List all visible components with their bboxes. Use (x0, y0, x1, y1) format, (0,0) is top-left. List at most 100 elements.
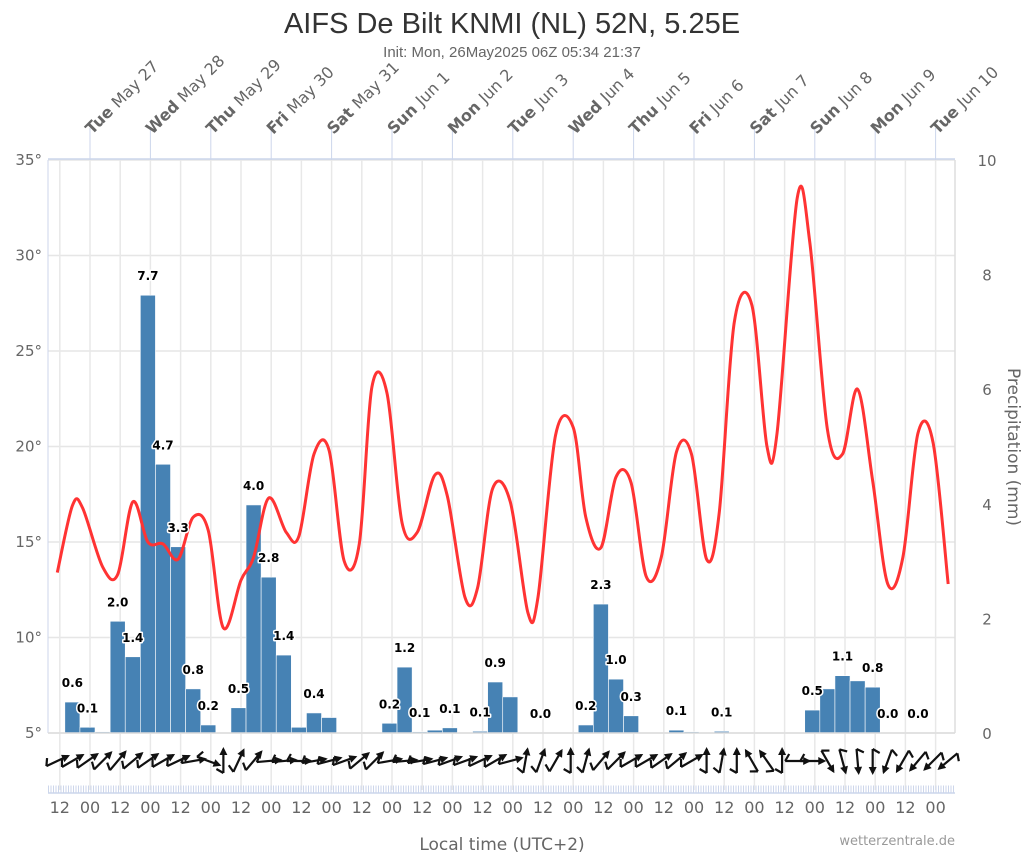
precipitation-value-label: 0.2 (198, 699, 219, 713)
x-tick-label: 00 (865, 798, 885, 817)
day-label: Fri Jun 6 (685, 76, 747, 138)
wind-barb (774, 768, 783, 774)
wind-barb (634, 758, 637, 768)
precipitation-bar (230, 707, 247, 734)
precipitation-value-label: 0.1 (439, 702, 460, 716)
day-label: Sat Jun 7 (746, 71, 813, 138)
x-tick-label: 12 (231, 798, 251, 817)
wind-arrow-head (134, 752, 144, 761)
x-tick-label: 12 (714, 798, 734, 817)
wind-arrow (589, 750, 610, 771)
wind-arrow (331, 755, 358, 767)
wind-arrow-head (678, 752, 688, 761)
precipitation-bar (200, 724, 217, 734)
wind-arrow-head (454, 755, 464, 763)
wind-barb (331, 756, 336, 766)
x-tick-label: 12 (654, 798, 674, 817)
wind-arrow-head (361, 752, 371, 761)
wind-arrow (799, 753, 827, 765)
wind-barb (497, 756, 502, 765)
wind-arrow-head (634, 754, 644, 762)
wind-barb (563, 768, 572, 774)
wind-arrow-head (908, 763, 918, 772)
precipitation-labels: 0.6 0.1 2.0 1.4 7.7 4.7 3.3 0.8 0.2 0.5 4.0 2.8 1.4 0… (60, 268, 930, 723)
wind-barb (270, 754, 277, 763)
wind-barb (60, 758, 64, 768)
wind-arrow-head (854, 766, 863, 775)
y-left-tick-label: 15° (15, 533, 42, 551)
x-tick-label: 12 (352, 798, 372, 817)
wind-barb (604, 761, 609, 770)
wind-arrow (774, 747, 787, 774)
wind-arrow (563, 747, 575, 774)
precipitation-bar (321, 717, 337, 734)
wind-barb (589, 762, 595, 771)
wind-arrow (45, 754, 70, 768)
wind-arrow-head (778, 747, 787, 755)
wind-arrow-head (881, 765, 890, 775)
wind-arrow-head (515, 755, 524, 764)
wind-arrow-head (61, 754, 70, 763)
y-right-tick-label: 6 (982, 381, 992, 399)
precipitation-bar (306, 712, 322, 734)
wind-arrows (45, 747, 960, 775)
wind-barb (856, 748, 865, 754)
wind-arrow-head (439, 755, 449, 764)
y-left-tick-label: 20° (15, 438, 42, 456)
wind-arrow (881, 749, 898, 775)
y-left-tick-label: 10° (15, 629, 42, 647)
x-tick-label: 12 (593, 798, 613, 817)
wind-arrow-head (702, 747, 711, 755)
y-right-tick-label: 0 (982, 725, 992, 743)
precipitation-value-label: 1.2 (394, 641, 415, 655)
wind-barb (729, 768, 738, 774)
wind-arrow-head (333, 755, 343, 764)
x-tick-label: 00 (261, 798, 281, 817)
precipitation-bar (260, 576, 277, 734)
wind-arrow-head (868, 767, 877, 775)
wind-arrow (679, 754, 704, 768)
wind-arrow (744, 748, 759, 773)
wind-arrow-head (166, 754, 176, 762)
precipitation-value-label: 0.5 (802, 684, 823, 698)
precipitation-bar (79, 726, 96, 734)
wind-arrow (908, 751, 930, 772)
wind-arrow (699, 747, 711, 774)
wind-barb (347, 760, 352, 769)
wind-barb (468, 757, 471, 767)
wind-arrow (649, 752, 673, 769)
wind-barb (90, 761, 96, 770)
wind-arrow (664, 752, 688, 770)
wind-arrow-head (663, 752, 673, 761)
x-tick-label: 12 (774, 798, 794, 817)
precipitation-value-label: 0.1 (711, 705, 732, 719)
precipitation-value-label: 0.5 (228, 682, 249, 696)
precipitation-value-label: 0.2 (575, 699, 596, 713)
wind-arrow-head (694, 754, 704, 762)
wind-barb (362, 761, 367, 770)
precipitation-value-label: 0.0 (530, 707, 551, 721)
wind-barb (255, 754, 262, 763)
wind-barb (839, 748, 848, 753)
wind-arrow-head (219, 747, 228, 755)
precipitation-bar (381, 722, 398, 734)
wind-arrow (838, 748, 848, 775)
wind-arrow (758, 749, 775, 773)
precipitation-value-label: 0.1 (469, 705, 490, 719)
wind-barb (301, 755, 306, 764)
wind-barb (45, 757, 49, 767)
precipitation-value-label: 0.1 (666, 704, 687, 718)
y-left-tick-label: 30° (15, 247, 42, 265)
x-tick-label: 00 (563, 798, 583, 817)
wind-arrow-head (483, 754, 493, 763)
precipitation-bar (849, 680, 866, 734)
day-label-date: May 28 (174, 51, 229, 106)
wind-arrow (854, 748, 865, 775)
wind-arrow (60, 754, 85, 768)
x-tick-label: 00 (623, 798, 643, 817)
wind-arrow (75, 752, 99, 769)
x-tick-label: 12 (170, 798, 190, 817)
wind-barb (664, 760, 669, 769)
wind-barb (285, 753, 292, 762)
wind-arrow (121, 752, 144, 770)
